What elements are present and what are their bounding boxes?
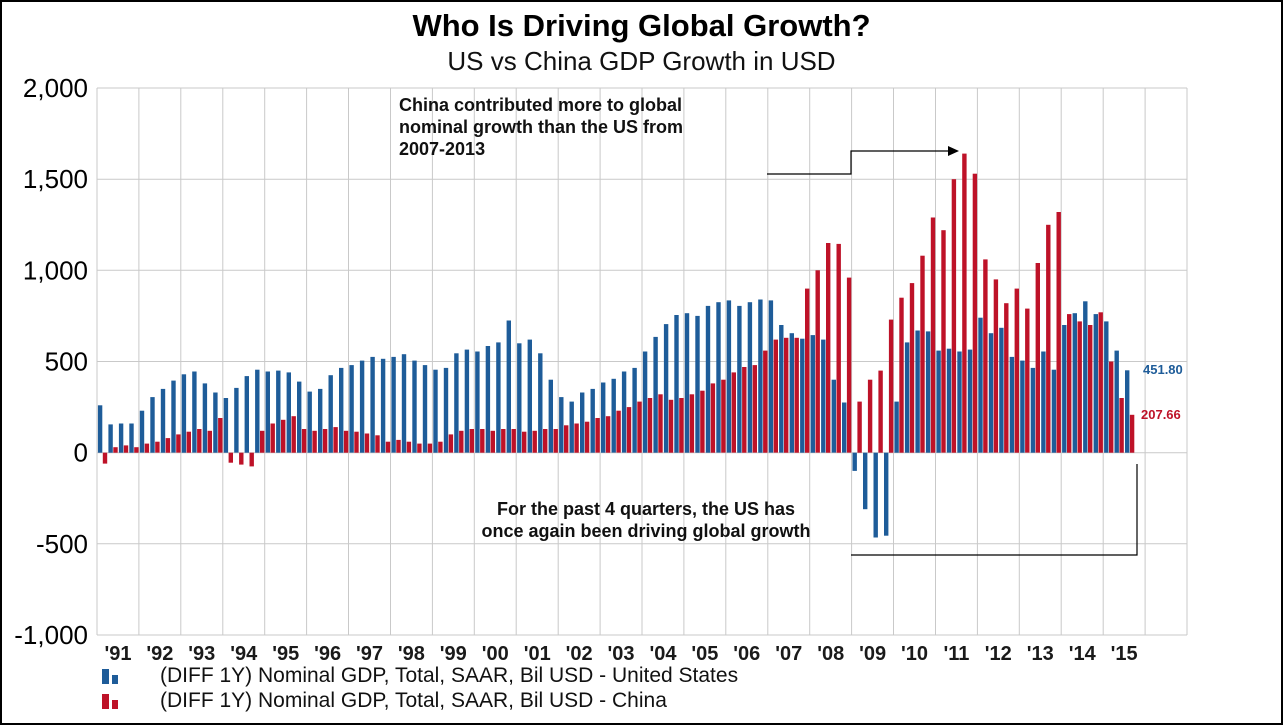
svg-text:'00: '00 (482, 643, 509, 665)
svg-text:'07: '07 (775, 643, 802, 665)
svg-text:0: 0 (74, 438, 88, 468)
svg-text:'01: '01 (524, 643, 551, 665)
y-axis-tick-labels: -1,000 -500 0 500 1,000 1,500 2,000 (14, 73, 88, 650)
china-bar-legend-icon (100, 691, 122, 711)
svg-text:1,500: 1,500 (23, 164, 88, 194)
svg-text:451.80: 451.80 (1143, 362, 1183, 377)
svg-text:1,000: 1,000 (23, 255, 88, 285)
svg-text:'15: '15 (1111, 643, 1138, 665)
svg-text:-1,000: -1,000 (14, 620, 88, 650)
svg-text:'14: '14 (1069, 643, 1097, 665)
svg-text:'08: '08 (817, 643, 844, 665)
svg-text:'92: '92 (146, 643, 173, 665)
end-value-labels: 451.80 207.66 (1141, 362, 1183, 422)
svg-text:'02: '02 (566, 643, 593, 665)
annotation-china-growth: China contributed more to global nominal… (399, 95, 683, 159)
us-bars (97, 299, 1130, 538)
svg-text:'97: '97 (356, 643, 383, 665)
china-bars (102, 153, 1135, 467)
svg-text:-500: -500 (36, 529, 88, 559)
svg-text:'96: '96 (314, 643, 341, 665)
svg-text:'06: '06 (733, 643, 760, 665)
svg-text:'12: '12 (985, 643, 1012, 665)
annotation-bracket (851, 464, 1138, 556)
legend-row-us: (DIFF 1Y) Nominal GDP, Total, SAAR, Bil … (100, 663, 738, 688)
svg-text:'05: '05 (691, 643, 718, 665)
legend-row-china: (DIFF 1Y) Nominal GDP, Total, SAAR, Bil … (100, 688, 738, 713)
us-legend-label: (DIFF 1Y) Nominal GDP, Total, SAAR, Bil … (160, 663, 739, 687)
x-axis-tick-labels: '91 '92 '93 '94 '95 '96 '97 '98 '99 '00 '01 '02 '03 '… (104, 643, 1137, 665)
svg-text:'91: '91 (104, 643, 131, 665)
svg-text:'10: '10 (901, 643, 928, 665)
svg-text:'99: '99 (440, 643, 467, 665)
chart-subtitle: US vs China GDP Growth in USD (447, 46, 836, 76)
us-bar-legend-icon (100, 666, 122, 686)
svg-text:500: 500 (45, 347, 88, 377)
svg-text:2,000: 2,000 (23, 73, 88, 103)
svg-text:'95: '95 (272, 643, 299, 665)
svg-text:'09: '09 (859, 643, 886, 665)
svg-text:'98: '98 (398, 643, 425, 665)
svg-text:'04: '04 (649, 643, 677, 665)
gridlines (96, 87, 1188, 636)
svg-text:'13: '13 (1027, 643, 1054, 665)
svg-text:'03: '03 (607, 643, 634, 665)
svg-text:'94: '94 (230, 643, 258, 665)
annotation-us-growth: For the past 4 quarters, the US has once… (481, 499, 811, 541)
svg-text:207.66: 207.66 (1141, 407, 1181, 422)
chart-title: Who Is Driving Global Growth? (412, 8, 871, 43)
annotation-arrow (767, 146, 959, 175)
legend: (DIFF 1Y) Nominal GDP, Total, SAAR, Bil … (100, 663, 738, 713)
svg-text:'11: '11 (943, 643, 969, 665)
china-legend-label: (DIFF 1Y) Nominal GDP, Total, SAAR, Bil … (160, 688, 667, 712)
svg-text:'93: '93 (188, 643, 215, 665)
